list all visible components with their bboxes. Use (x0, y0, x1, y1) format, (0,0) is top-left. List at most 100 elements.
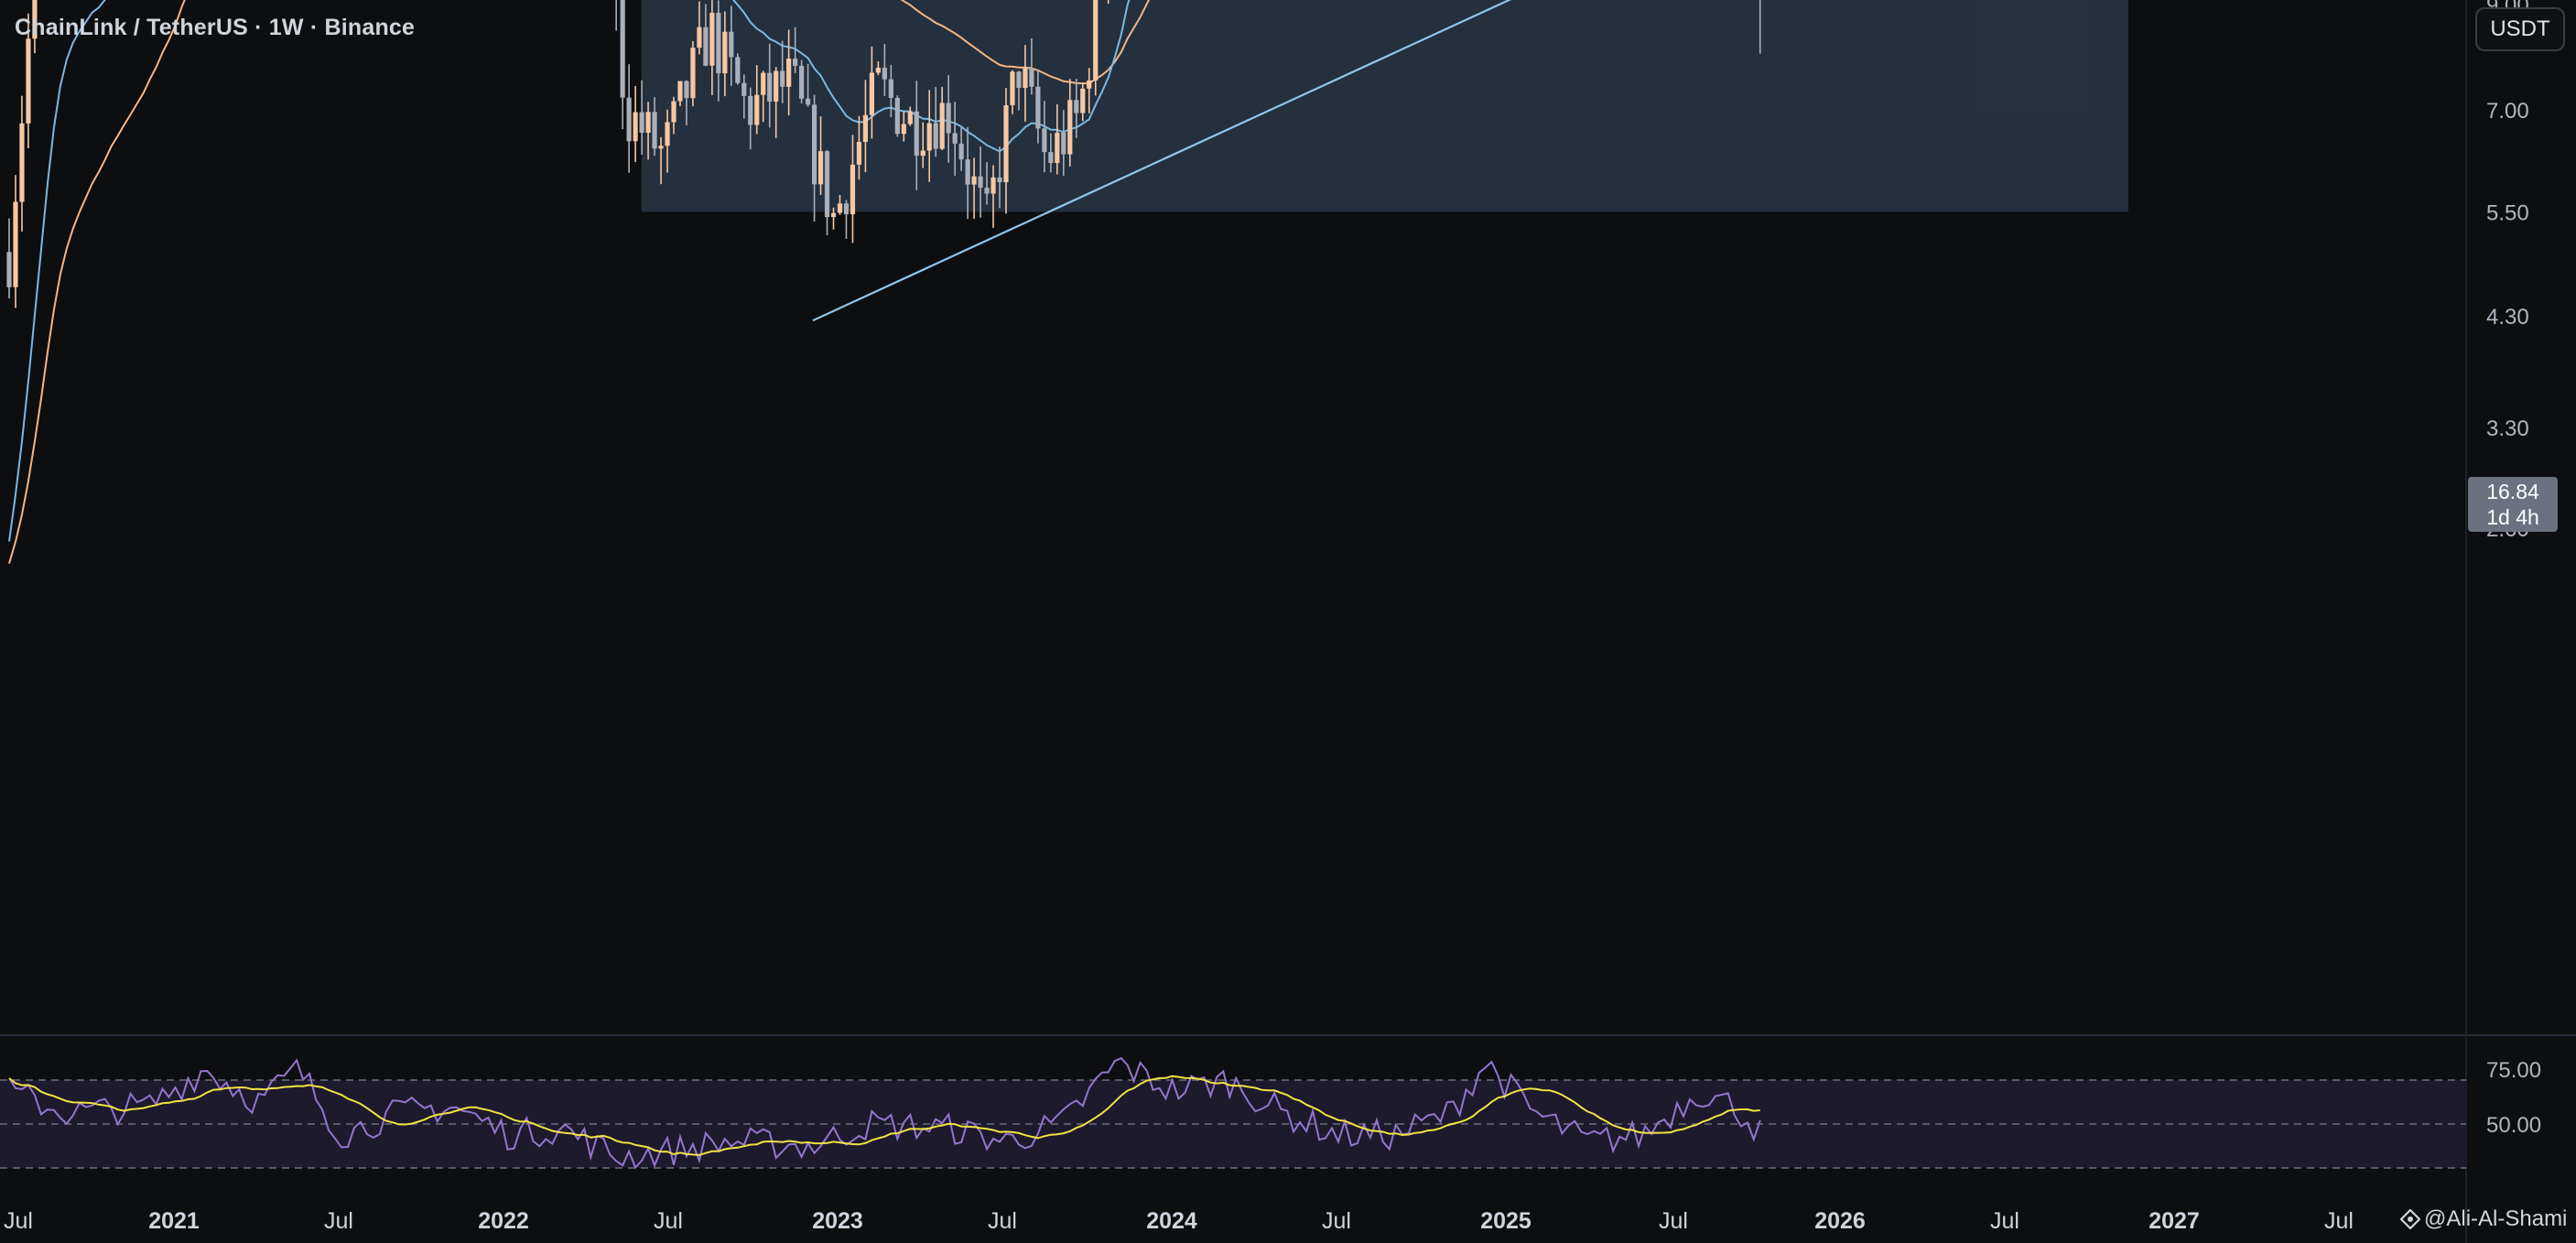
candle[interactable] (914, 81, 919, 190)
candle[interactable] (888, 64, 893, 117)
candle[interactable] (703, 4, 709, 67)
candle[interactable] (799, 59, 805, 104)
candle-body (817, 151, 824, 185)
candle-body (843, 203, 850, 215)
candle[interactable] (620, 0, 625, 130)
candle-body (869, 72, 875, 115)
candle[interactable] (997, 146, 1002, 209)
candle[interactable] (1010, 70, 1015, 114)
candle[interactable] (1061, 110, 1066, 177)
candle-body (26, 38, 31, 124)
candle[interactable] (875, 60, 881, 76)
candle-body (805, 98, 811, 105)
candle[interactable] (677, 81, 683, 107)
candle[interactable] (971, 157, 977, 220)
candle[interactable] (780, 40, 785, 103)
candle[interactable] (958, 126, 964, 171)
candle[interactable] (1035, 70, 1041, 144)
channel-lower-line[interactable] (812, 0, 1937, 322)
candle[interactable] (946, 75, 951, 163)
candle[interactable] (767, 43, 773, 128)
candle[interactable] (633, 85, 638, 163)
candle[interactable] (709, 0, 715, 95)
candle[interactable] (939, 87, 945, 151)
candle[interactable] (729, 5, 734, 86)
candle[interactable] (1003, 88, 1009, 214)
candle[interactable] (6, 218, 12, 298)
candle[interactable] (1074, 79, 1079, 138)
candle[interactable] (933, 87, 938, 157)
candle[interactable] (952, 102, 958, 176)
candle[interactable] (920, 122, 925, 168)
candle[interactable] (978, 146, 983, 218)
candle[interactable] (1042, 101, 1047, 173)
candle[interactable] (926, 90, 932, 182)
candle[interactable] (1080, 82, 1086, 122)
candle[interactable] (13, 175, 18, 308)
candle-body (824, 151, 830, 218)
candle[interactable] (850, 135, 856, 243)
candle[interactable] (811, 94, 817, 222)
candle[interactable] (990, 165, 996, 228)
candle[interactable] (735, 53, 741, 85)
candle[interactable] (761, 70, 766, 123)
candle[interactable] (907, 106, 913, 126)
candle[interactable] (1087, 68, 1092, 113)
candle[interactable] (658, 136, 664, 185)
candle-body (907, 111, 913, 124)
candle[interactable] (748, 87, 753, 149)
candle-body (894, 97, 900, 135)
candle[interactable] (716, 0, 721, 102)
candle[interactable] (843, 200, 850, 239)
candle[interactable] (626, 64, 632, 173)
time-axis-label: 2021 (148, 1208, 200, 1234)
candle-body (850, 164, 856, 215)
currency-button[interactable]: USDT (2475, 7, 2565, 51)
candle[interactable] (697, 1, 702, 55)
candle[interactable] (639, 80, 644, 155)
candle[interactable] (805, 63, 811, 107)
candle[interactable] (824, 149, 830, 236)
candle[interactable] (793, 27, 798, 73)
candle[interactable] (1093, 0, 1099, 96)
candle[interactable] (786, 29, 792, 116)
candle[interactable] (830, 207, 837, 230)
candle[interactable] (684, 80, 689, 125)
candle[interactable] (837, 195, 843, 215)
candle[interactable] (774, 67, 779, 138)
candle[interactable] (1029, 38, 1034, 95)
candle[interactable] (671, 96, 676, 135)
candle[interactable] (1048, 133, 1054, 173)
candle[interactable] (817, 116, 824, 195)
candle-body (946, 103, 951, 134)
candle[interactable] (26, 13, 31, 149)
candle[interactable] (901, 111, 906, 142)
candle[interactable] (965, 126, 970, 220)
candle[interactable] (665, 109, 670, 173)
candle[interactable] (856, 115, 862, 180)
candle[interactable] (652, 97, 657, 157)
candle[interactable] (690, 40, 696, 107)
channel-lines-layer[interactable] (740, 0, 1937, 322)
candles-layer[interactable] (6, 0, 1762, 308)
candle-body (1074, 100, 1079, 113)
candle[interactable] (722, 11, 728, 97)
candle[interactable] (1016, 70, 1022, 111)
candle[interactable] (862, 80, 869, 173)
candle[interactable] (1023, 45, 1028, 122)
candle-body (1016, 71, 1022, 89)
candle[interactable] (984, 162, 990, 205)
candle-body (939, 103, 945, 149)
candle[interactable] (1055, 104, 1060, 175)
candle[interactable] (645, 102, 651, 160)
candle[interactable] (614, 0, 619, 31)
candle[interactable] (19, 95, 25, 232)
candle[interactable] (754, 65, 760, 135)
candle[interactable] (1067, 79, 1073, 167)
candle[interactable] (894, 95, 900, 137)
candle[interactable] (869, 46, 875, 139)
candle[interactable] (882, 43, 887, 96)
candle[interactable] (741, 74, 747, 119)
candle[interactable] (32, 0, 38, 54)
